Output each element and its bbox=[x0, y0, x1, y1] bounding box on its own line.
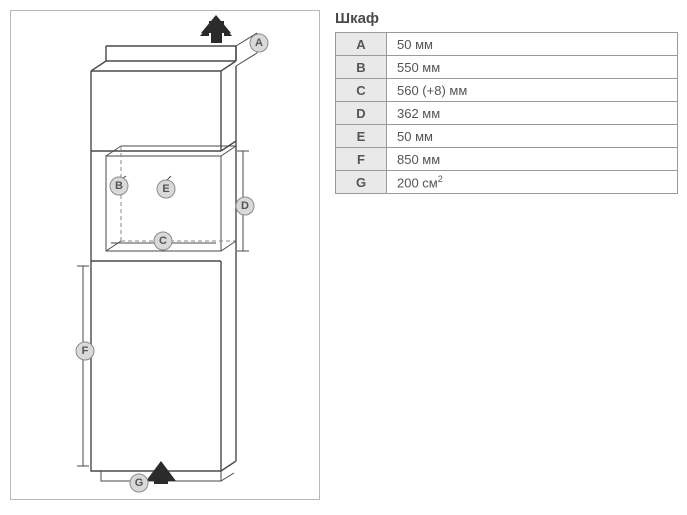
dim-value: 560 (+8) мм bbox=[387, 79, 678, 102]
badge-d: D bbox=[241, 200, 249, 212]
dim-label: B bbox=[336, 56, 387, 79]
badge-b: B bbox=[115, 180, 123, 192]
dimensions-table: A50 ммB550 ммC560 (+8) ммD362 ммE50 ммF8… bbox=[335, 32, 678, 194]
badge-g: G bbox=[135, 477, 144, 489]
dim-value: 200 см2 bbox=[387, 171, 678, 194]
dim-label: D bbox=[336, 102, 387, 125]
dim-label: E bbox=[336, 125, 387, 148]
dim-label: F bbox=[336, 148, 387, 171]
dim-label: A bbox=[336, 33, 387, 56]
dim-label: G bbox=[336, 171, 387, 194]
badge-c: C bbox=[159, 235, 167, 247]
table-title: Шкаф bbox=[335, 10, 379, 27]
cabinet-diagram: A bbox=[11, 11, 319, 499]
diagram-container: A bbox=[10, 10, 320, 500]
badge-f: F bbox=[82, 345, 89, 357]
dim-value: 50 мм bbox=[387, 125, 678, 148]
badge-a: A bbox=[255, 37, 263, 49]
dim-value: 50 мм bbox=[387, 33, 678, 56]
dim-value: 850 мм bbox=[387, 148, 678, 171]
dim-value: 550 мм bbox=[387, 56, 678, 79]
dim-label: C bbox=[336, 79, 387, 102]
dim-value: 362 мм bbox=[387, 102, 678, 125]
badge-e: E bbox=[162, 183, 169, 195]
